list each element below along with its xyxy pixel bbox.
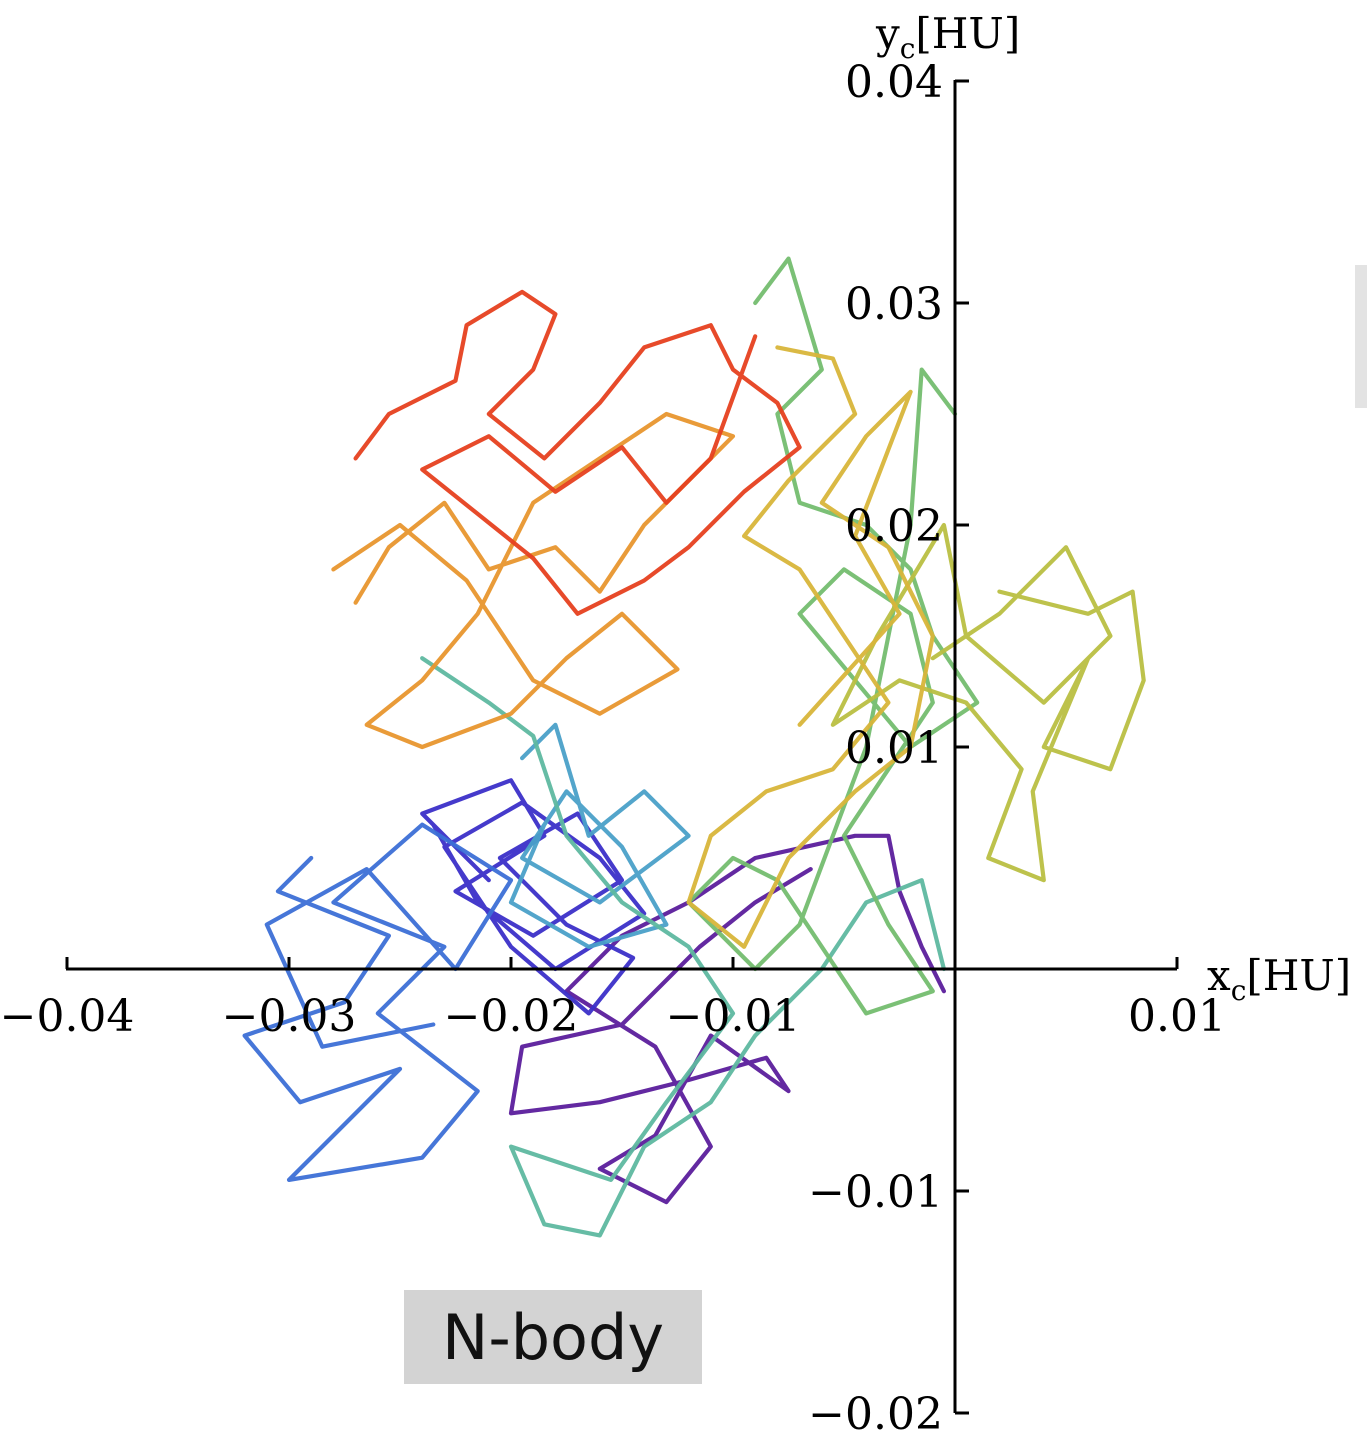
trajectory-series-8: [686, 345, 935, 949]
y-axis-label: yc[HU]: [875, 9, 1020, 65]
tick-group: −0.04 −0.03 −0.02 −0.01 0.01 −0.02 −0.01 0.01 0.…: [0, 57, 1226, 1435]
x-axis-label-unit: [HU]: [1246, 951, 1351, 1000]
y-axis-label-sub: c: [900, 32, 916, 65]
x-tick-label: −0.04: [0, 991, 134, 1042]
y-axis-label-unit: [HU]: [915, 9, 1020, 58]
y-tick-label: −0.01: [808, 1167, 943, 1218]
trajectory-series-7: [830, 522, 1146, 883]
x-tick-label: 0.01: [1128, 991, 1226, 1042]
y-tick-label: 0.02: [845, 501, 943, 552]
x-tick-label: −0.01: [666, 991, 801, 1042]
x-axis-label-sub: c: [1231, 974, 1247, 1007]
x-axis-label-main: x: [1207, 951, 1231, 1000]
trajectory-series-6: [686, 256, 980, 1016]
x-tick-label: −0.02: [444, 991, 579, 1042]
y-tick-label: 0.03: [845, 279, 943, 330]
trajectory-series-3: [242, 822, 514, 1183]
panel-label: N-body: [441, 1300, 665, 1374]
panel-label-box: N-body: [404, 1290, 702, 1384]
trajectory-series-4: [508, 722, 691, 949]
edge-gray-patch: [1355, 265, 1367, 408]
y-tick-label: −0.02: [808, 1389, 943, 1435]
x-tick-label: −0.03: [222, 991, 357, 1042]
trajectory-series-2: [420, 778, 647, 1016]
trajectory-series-10: [353, 289, 802, 616]
y-tick-label: 0.01: [845, 723, 943, 774]
y-axis-label-main: y: [875, 9, 900, 58]
trajectory-series-1: [508, 833, 947, 1205]
x-axis-label: xc[HU]: [1207, 951, 1351, 1007]
y-tick-label: 0.04: [845, 57, 943, 108]
trajectory-series-group: [242, 256, 1146, 1238]
trajectory-series-9: [331, 411, 736, 750]
